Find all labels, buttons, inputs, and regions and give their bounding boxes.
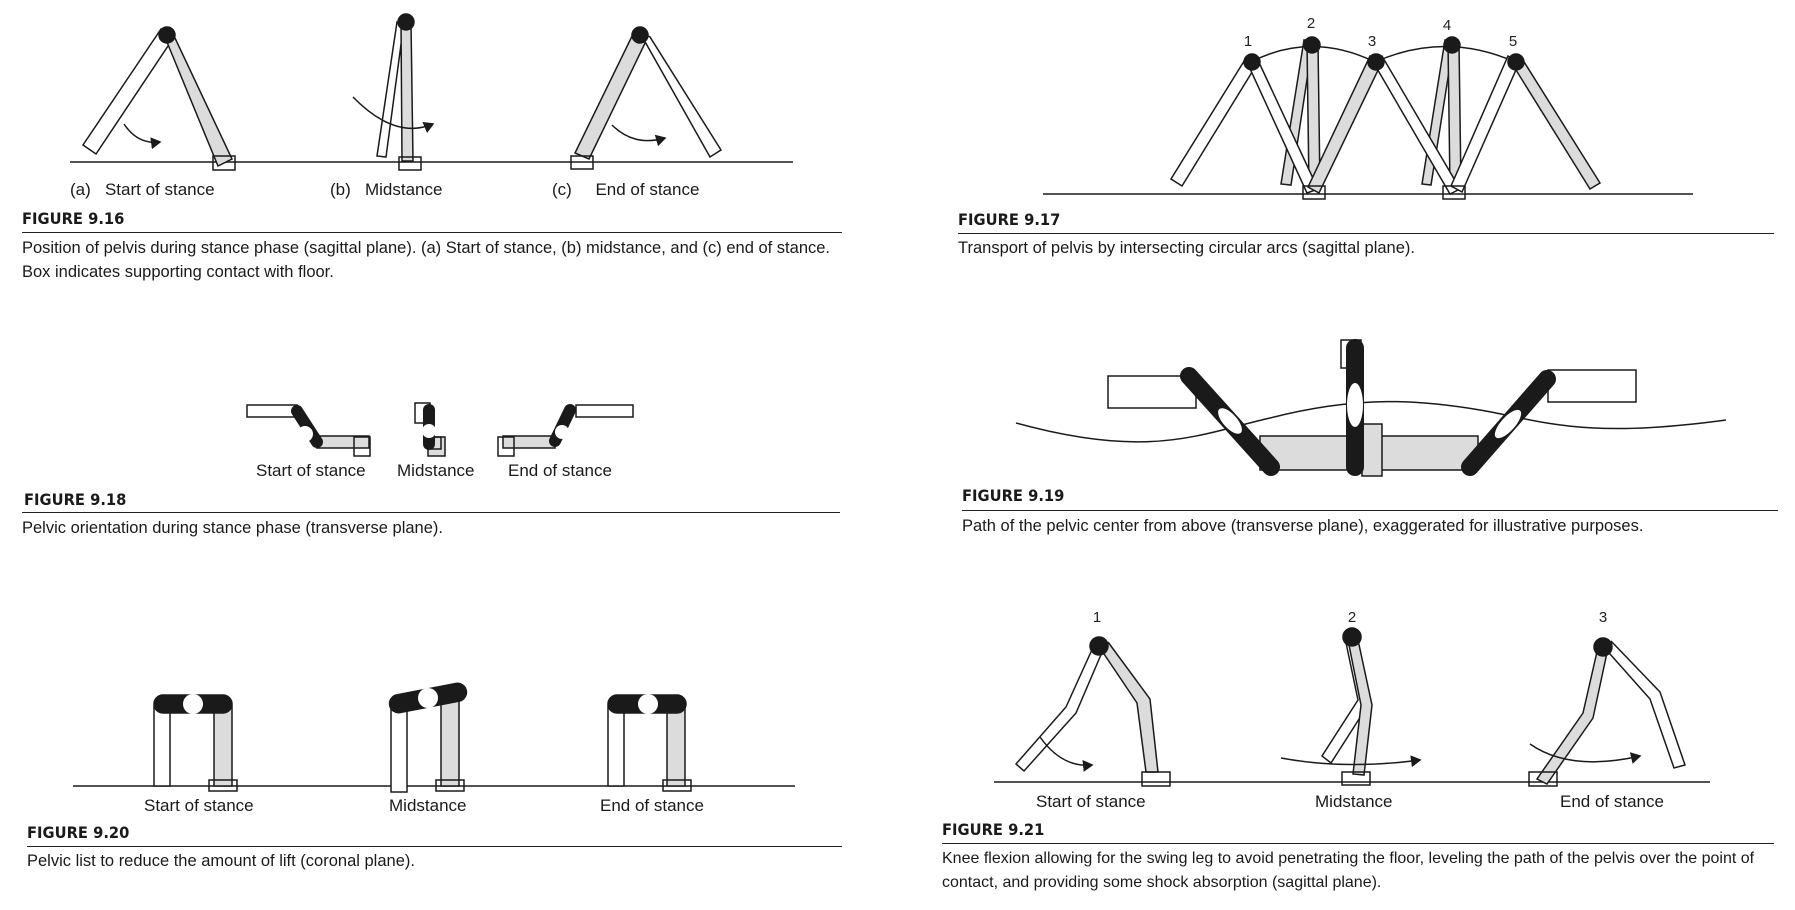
pelvis-end-of-stance [570, 26, 723, 170]
sub-label-start: Start of stance [1036, 792, 1146, 811]
pelvis-midstance [352, 13, 435, 171]
point-label: 5 [1509, 33, 1517, 50]
sub-label-end: End of stance [600, 796, 704, 815]
figure-number: FIGURE 9.21 [942, 820, 1045, 839]
caption-line-2: Box indicates supporting contact with fl… [22, 263, 334, 281]
figure-caption: Transport of pelvis by intersecting circ… [958, 239, 1415, 257]
figure-caption: Pelvic orientation during stance phase (… [22, 519, 443, 537]
figure-number: FIGURE 9.20 [27, 823, 130, 842]
sub-label-start: Start of stance [256, 461, 366, 480]
figure-9-21-point-labels: 1 2 3 [1093, 609, 1607, 626]
figure-9-20-drawing [73, 682, 795, 793]
figure-number: FIGURE 9.19 [962, 486, 1065, 505]
sub-label-start: Start of stance [144, 796, 254, 815]
point-label: 4 [1443, 17, 1451, 34]
sub-label-c: (c) End of stance [552, 180, 700, 199]
point-label: 1 [1244, 33, 1252, 50]
point-label: 2 [1348, 609, 1356, 626]
caption-line-1: Knee flexion allowing for the swing leg … [942, 850, 1755, 867]
figure-caption: Position of pelvis during stance phase (… [22, 236, 852, 284]
figure-number: FIGURE 9.18 [24, 490, 127, 509]
point-label: 3 [1368, 33, 1376, 50]
point-label: 2 [1307, 15, 1315, 32]
figure-rule [942, 843, 1774, 844]
sub-label-end: End of stance [508, 461, 612, 480]
figure-caption: Knee flexion allowing for the swing leg … [942, 847, 1782, 895]
pelvic-center-path [1015, 400, 1727, 443]
figure-number: FIGURE 9.17 [958, 210, 1061, 229]
sub-label-b: (b) Midstance [330, 180, 443, 199]
sub-label-a: (a) Start of stance [70, 180, 215, 199]
figure-9-16-drawing [70, 13, 793, 171]
sub-label-mid: Midstance [389, 796, 467, 815]
sub-label-mid: Midstance [1315, 792, 1393, 811]
point-label: 3 [1599, 609, 1607, 626]
figure-9-17-point-labels: 1 2 3 4 5 [1244, 15, 1517, 50]
figure-number: FIGURE 9.16 [22, 209, 125, 228]
figure-rule [962, 510, 1778, 511]
figure-9-21-drawing [994, 627, 1710, 787]
figure-rule [27, 846, 842, 847]
pelvis-start-of-stance [81, 26, 236, 171]
caption-line-2: contact, and providing some shock absorp… [942, 874, 1382, 891]
point-label: 1 [1093, 609, 1101, 626]
sub-label-mid: Midstance [397, 461, 475, 480]
figure-rule [22, 232, 842, 233]
figure-caption: Path of the pelvic center from above (tr… [962, 517, 1644, 535]
figure-rule [22, 512, 840, 513]
figure-rule [958, 233, 1774, 234]
figure-caption: Pelvic list to reduce the amount of lift… [27, 852, 415, 870]
figure-9-17-drawing [1043, 36, 1693, 200]
figure-9-18-drawing [246, 402, 634, 457]
caption-line-1: Position of pelvis during stance phase (… [22, 239, 831, 257]
figure-9-19-drawing [1015, 339, 1727, 477]
sub-label-end: End of stance [1560, 792, 1664, 811]
